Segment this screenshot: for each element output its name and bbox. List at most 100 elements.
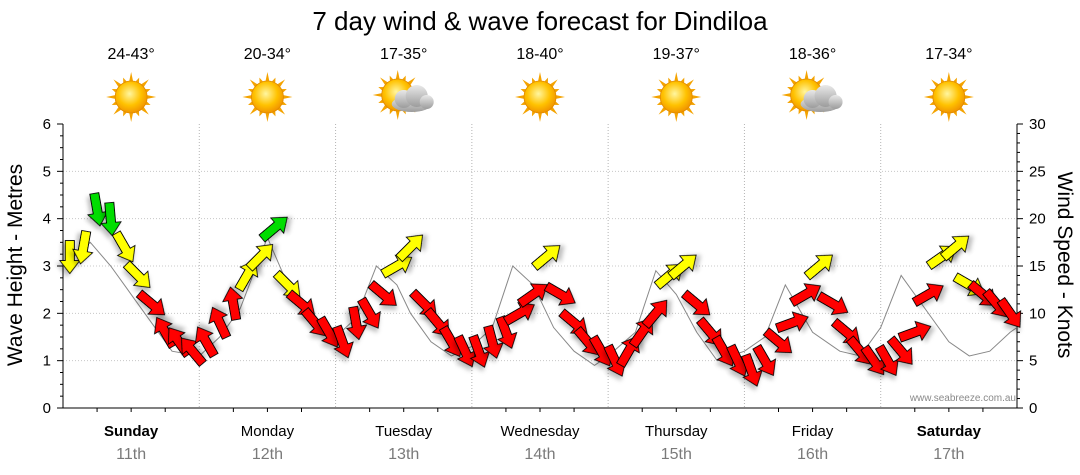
sun-ray	[538, 72, 542, 82]
sun-ray	[686, 106, 694, 115]
wind-arrow	[752, 343, 777, 377]
sun-ray	[923, 95, 933, 99]
wind-arrow	[996, 297, 1022, 328]
sun-ray	[555, 95, 565, 99]
sunny-icon	[242, 72, 293, 122]
day-name-label: Tuesday	[375, 423, 432, 440]
sun-ray	[395, 70, 400, 80]
y-tick-label: 1	[43, 353, 51, 370]
y-tick-label: 6	[43, 116, 51, 133]
sun-ray	[242, 95, 252, 99]
temperature-range: 19-37°	[653, 46, 700, 63]
wind-arrow	[395, 234, 424, 263]
day-date-label: 11th	[116, 446, 146, 463]
sun-ray	[804, 70, 809, 80]
wind-arrow	[135, 289, 166, 316]
wind-arrow	[897, 320, 932, 343]
wind-arrow	[516, 283, 548, 308]
sun-disc	[251, 80, 284, 114]
day-date-label: 15th	[661, 446, 692, 463]
sun-ray	[113, 106, 122, 115]
wind-arrow	[886, 335, 913, 365]
sunny-icon	[106, 72, 157, 122]
temperature-range: 18-40°	[516, 46, 563, 63]
temperature-range: 24-43°	[107, 46, 154, 63]
sun-ray	[265, 72, 270, 82]
wind-arrow	[641, 299, 668, 330]
wind-arrow	[543, 281, 576, 306]
sun-ray	[522, 79, 531, 88]
sun-ray	[946, 72, 951, 82]
axes: 0 1 2 3 4 5 6 0 5 10 15 20 25 30	[43, 116, 1046, 417]
y2-tick-label: 5	[1029, 353, 1037, 370]
sun-ray	[141, 79, 149, 88]
sun-ray	[277, 106, 286, 115]
wind-arrow	[245, 243, 274, 272]
y-tick-label: 4	[43, 211, 51, 228]
sun-ray	[129, 72, 134, 82]
wind-arrow	[531, 245, 561, 271]
wind-arrow	[208, 306, 232, 340]
wind-arrow	[181, 337, 207, 367]
sun-ray	[686, 79, 694, 88]
sun-ray	[380, 77, 388, 86]
wind-arrow	[357, 296, 381, 329]
wind-arrow	[468, 334, 491, 368]
day-name-label: Wednesday	[501, 423, 580, 440]
wind-arrow	[502, 302, 535, 326]
y-axis-label: Wave Height - Metres	[4, 164, 27, 366]
day-name-label: Friday	[792, 423, 834, 440]
sun-ray	[964, 95, 974, 99]
wind-layer	[58, 192, 1022, 387]
sun-ray	[380, 104, 388, 113]
sunny-icon	[923, 72, 974, 122]
sun-disc	[114, 80, 148, 114]
y-tick-label: 2	[43, 305, 51, 322]
wind-arrow	[762, 327, 793, 354]
wind-arrow	[258, 216, 288, 243]
wind-arrow	[667, 254, 697, 281]
y2-tick-label: 20	[1029, 211, 1046, 228]
daily-forecast-strip: 24-43° 20-34° 17-35° 18-40° 19-37° 18-36° 17-3…	[106, 46, 974, 122]
y-tick-label: 0	[43, 400, 51, 417]
sun-ray	[804, 110, 809, 120]
wind-arrow	[122, 260, 151, 289]
wind-arrow	[482, 324, 504, 359]
temperature-range: 17-35°	[380, 46, 427, 63]
sun-ray	[129, 112, 134, 122]
wind-arrow	[221, 286, 244, 321]
sun-ray	[249, 79, 258, 88]
sun-ray	[538, 112, 542, 122]
sun-ray	[958, 106, 967, 115]
wind-arrow	[332, 324, 354, 359]
sun-ray	[277, 79, 286, 88]
cloud	[800, 85, 843, 112]
sun-ray	[674, 72, 679, 82]
cloud-puff	[419, 95, 434, 109]
sun-ray	[113, 79, 122, 88]
sun-ray	[658, 106, 667, 115]
sun-ray	[658, 79, 667, 88]
day-name-label: Sunday	[104, 423, 159, 440]
wind-arrow	[345, 305, 368, 341]
sun-ray	[946, 112, 951, 122]
day-labels: Sunday 11th Monday 12th Tuesday 13th Wednesday…	[104, 423, 982, 463]
wind-arrow	[875, 343, 899, 377]
sun-ray	[106, 95, 116, 99]
wind-arrow	[495, 315, 518, 349]
sun-ray	[931, 106, 939, 115]
sun-ray	[781, 93, 791, 97]
sun-disc	[932, 80, 966, 114]
sun-ray	[788, 77, 797, 86]
y2-axis-label: Wind Speed - Knots	[1053, 172, 1076, 359]
wind-arrow	[111, 230, 136, 263]
temperature-range: 17-34°	[925, 46, 972, 63]
temperature-range: 20-34°	[244, 46, 291, 63]
sun-ray	[372, 93, 382, 97]
cloud-puff	[828, 95, 843, 109]
sun-ray	[249, 106, 258, 115]
y-tick-label: 3	[43, 258, 51, 275]
day-date-label: 13th	[388, 446, 419, 463]
sun-ray	[141, 106, 149, 115]
